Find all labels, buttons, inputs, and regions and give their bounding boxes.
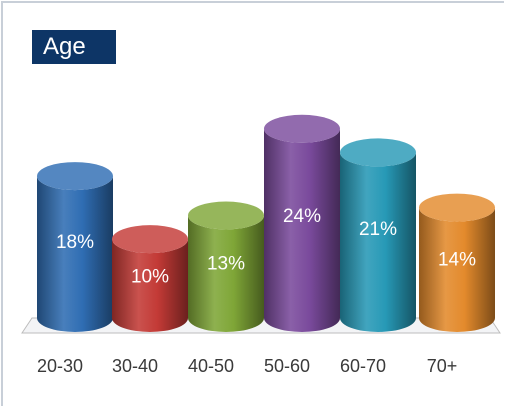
bar-cap-60-70 [340, 138, 416, 167]
value-label: 10% [131, 267, 169, 288]
category-label: 70+ [427, 356, 458, 376]
bar-cap-70+ [419, 193, 495, 222]
bar-cap-20-30 [37, 162, 113, 191]
bars-group [37, 114, 495, 332]
bar-70+ [419, 207, 495, 332]
chart-title: Age [32, 30, 116, 64]
bar-30-40 [112, 239, 188, 332]
value-label: 18% [56, 232, 94, 253]
category-label: 50-60 [264, 356, 310, 376]
bar-cap-50-60 [264, 114, 340, 143]
category-label: 20-30 [37, 356, 83, 376]
value-labels-group: 18% 10% 13% 24% 21% 14% [56, 206, 476, 288]
value-label: 21% [359, 219, 397, 240]
category-labels-group: 20-30 30-40 40-50 50-60 60-70 70+ [37, 356, 457, 376]
bar-60-70 [340, 152, 416, 332]
category-label: 60-70 [340, 356, 386, 376]
value-label: 24% [283, 206, 321, 227]
bar-40-50 [188, 215, 264, 332]
bar-20-30 [37, 176, 113, 332]
bar-cap-40-50 [188, 201, 264, 230]
category-label: 40-50 [188, 356, 234, 376]
value-label: 13% [207, 254, 245, 275]
category-label: 30-40 [112, 356, 158, 376]
bar-cap-30-40 [112, 225, 188, 254]
bar-50-60 [264, 128, 340, 332]
value-label: 14% [438, 249, 476, 270]
